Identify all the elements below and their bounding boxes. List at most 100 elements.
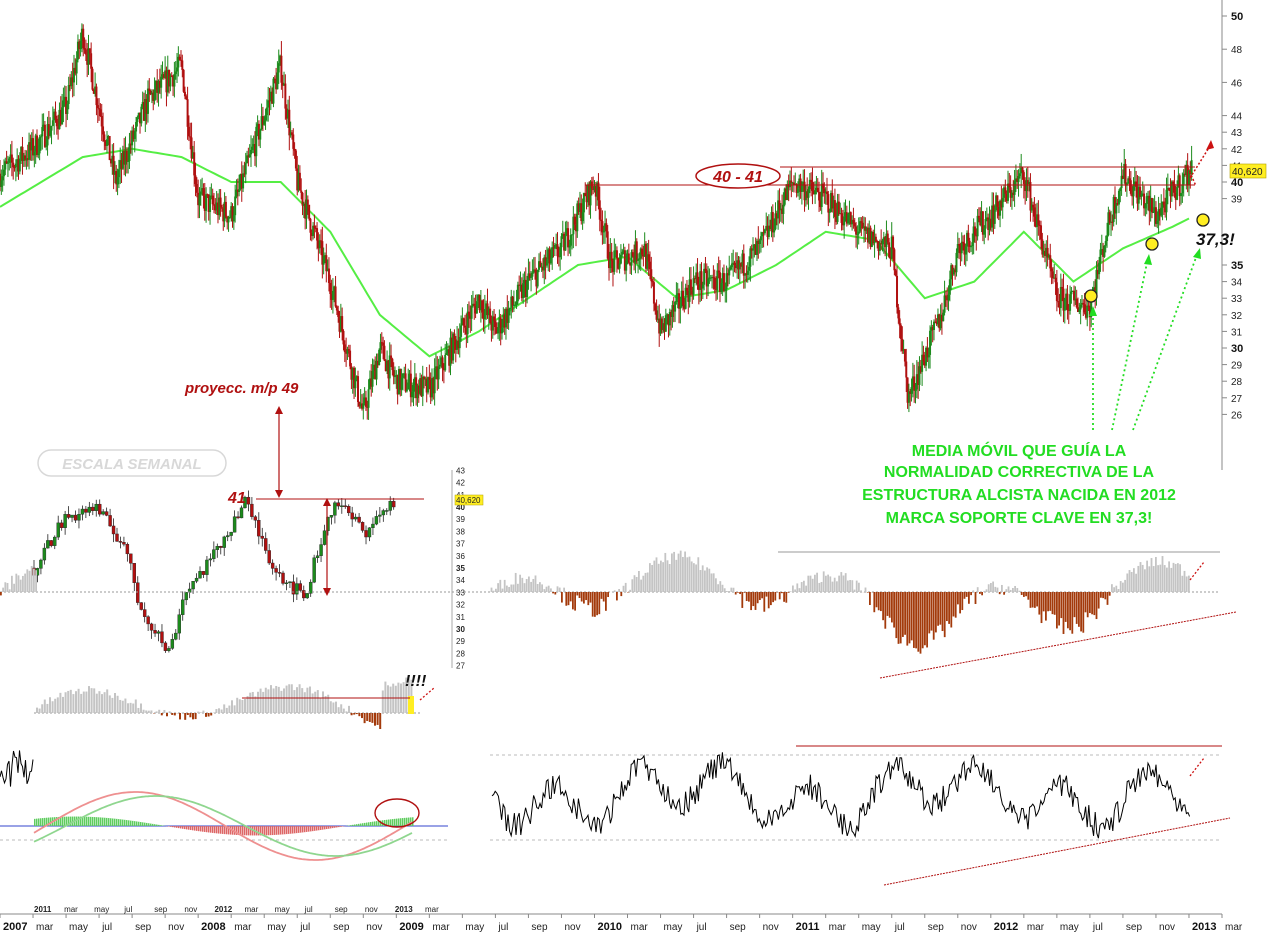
daily-momentum-bar [943,592,946,638]
daily-candle-body [465,327,468,335]
daily-candle-body [873,236,876,244]
daily-candle-body [216,202,219,216]
daily-candle-body [450,337,453,361]
daily-candle-body [701,284,704,289]
daily-momentum-bar [1139,562,1142,592]
daily-momentum-bar [987,584,990,592]
weekly-momentum-histogram [34,677,420,730]
weekly-y-tick-label: 43 [456,466,465,475]
daily-momentum-bar [635,576,638,592]
weekly-momentum-bar [254,696,257,713]
daily-candle-body [383,345,386,361]
daily-candle-body [279,55,282,64]
daily-candle-body [539,261,542,268]
weekly-momentum-bar [93,688,96,713]
daily-momentum-bar [774,592,777,601]
daily-momentum-bar [792,585,794,592]
weekly-candle-body [104,511,109,516]
daily-candle-body [1140,193,1143,197]
daily-candle-body [1099,249,1102,263]
daily-candle-body [1058,302,1061,309]
daily-candle-body [399,369,402,390]
weekly-candle-body [347,506,351,514]
daily-candle-body [187,126,190,137]
daily-candle-body [1042,251,1045,255]
daily-candle-body [227,217,230,223]
daily-candle-body [1104,241,1107,246]
daily-candle-body [362,403,365,409]
weekly-x-tick-label: jul [123,905,132,914]
macd-histogram-bar [136,821,138,826]
daily-candle-body [288,109,291,136]
daily-momentum-bar [554,592,557,595]
daily-momentum-bar [1060,592,1063,619]
daily-candle-body [1053,277,1056,279]
daily-candle-body [693,278,696,280]
daily-candle-body [692,278,695,295]
weekly-momentum-bar [147,710,150,713]
daily-candle-body [881,240,884,245]
y-tick-label: 44 [1231,112,1243,123]
weekly-candle-body [59,522,64,528]
daily-candle-body [487,308,490,316]
daily-candle-body [1120,175,1123,189]
daily-candle-body [185,96,188,100]
macd-histogram-bar [38,818,40,826]
daily-candle-body [176,67,179,72]
macd-histogram-bar [190,826,192,831]
weekly-scale-label: ESCALA SEMANAL [62,456,201,473]
weekly-momentum-bar [262,691,265,713]
daily-candle-body [1173,183,1176,193]
daily-candle-body [629,262,632,266]
pointer-arrow-3 [1132,251,1199,431]
weekly-candle-body [201,571,206,575]
weekly-y-tick-label: 37 [456,540,465,549]
macd-histogram-bar [80,816,82,826]
daily-momentum-bar [1115,585,1118,592]
daily-momentum-bar [756,592,759,604]
daily-candle-body [123,151,126,165]
daily-candle-body [528,273,531,278]
daily-candle-body [363,397,366,404]
daily-candle-body [471,303,474,307]
macd-histogram-bar [120,819,122,826]
macd-histogram-bar [210,826,212,833]
macd-histogram-bar [270,826,272,836]
daily-candle-body [535,269,538,287]
macd-histogram-bar [202,826,204,832]
daily-candle-body [1065,293,1068,299]
weekly-momentum-bar [150,710,153,713]
macd-histogram-bar [138,821,140,826]
daily-candle-body [585,196,588,203]
daily-candle-body [1108,212,1111,223]
daily-momentum-bar [917,592,920,652]
daily-candle-body [913,376,916,391]
daily-candle-body [55,118,58,127]
daily-candle-body [919,366,922,372]
macd-histogram-bar [330,826,332,829]
daily-momentum-bar [968,592,970,604]
support-marker-3 [1196,213,1210,227]
macd-histogram-bar [308,826,310,832]
daily-candle-body [131,130,134,146]
daily-candle-body [1069,294,1072,311]
daily-candle-body [1026,180,1029,185]
daily-candle-body [145,99,148,114]
daily-momentum-bar [1036,592,1038,607]
macd-histogram-bar [40,818,42,826]
weekly-momentum-bar [405,677,408,713]
resistance-label-ellipse [695,163,781,189]
macd-histogram-bar [324,826,326,830]
x-tick-label: sep [730,922,747,933]
daily-candle-body [523,279,526,284]
daily-candle-body [78,41,81,49]
weekly-candle-body [56,522,60,538]
daily-candle-body [481,300,484,313]
weekly-candle-body [80,508,85,515]
daily-candle-body [1083,304,1086,313]
daily-candle-body [634,241,637,263]
macd-cross-circle [374,798,420,828]
daily-candle-body [1005,193,1008,201]
daily-candle-body [981,211,984,235]
daily-candle-body [170,75,173,77]
